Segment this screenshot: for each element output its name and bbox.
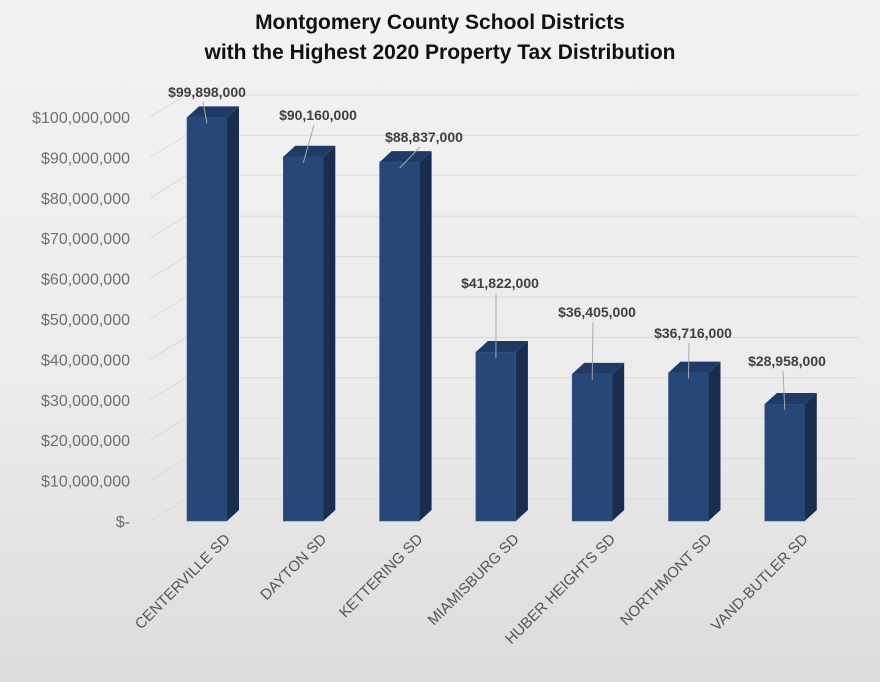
bar-front — [379, 161, 420, 522]
gridline-diagonal — [149, 175, 187, 199]
y-axis-tick-label: $100,000,000 — [32, 110, 130, 127]
bar-front — [186, 117, 228, 522]
y-axis-tick-label: $50,000,000 — [41, 312, 130, 329]
bar-front — [475, 351, 517, 522]
bar-top — [379, 151, 432, 163]
y-axis-tick-label: $20,000,000 — [41, 433, 130, 450]
x-axis-category-label: HUBER HEIGHTS SD — [502, 531, 619, 648]
data-label: $99,898,000 — [168, 84, 246, 100]
y-axis-tick-label: $80,000,000 — [41, 191, 130, 208]
data-label: $41,822,000 — [461, 275, 539, 291]
data-label: $36,716,000 — [654, 325, 732, 341]
y-axis-tick-label: $40,000,000 — [41, 352, 130, 369]
x-axis-category-label: CENTERVILLE SD — [132, 531, 234, 633]
gridline-diagonal — [149, 417, 187, 441]
bar-top — [764, 393, 817, 405]
bar-top — [475, 341, 528, 353]
chart-title-line-1: Montgomery County School Districts — [255, 11, 625, 34]
bar-side — [227, 106, 239, 521]
bar-front — [764, 403, 806, 522]
data-label-leader-line — [782, 370, 786, 411]
y-axis-tick-label: $30,000,000 — [41, 393, 130, 410]
gridline-diagonal — [149, 377, 187, 401]
x-axis-category-label: DAYTON SD — [257, 531, 330, 604]
x-axis-category-label: MIAMISBURG SD — [425, 531, 523, 629]
bar-top — [572, 362, 625, 374]
y-axis-tick-label: $- — [116, 514, 130, 531]
gridline-diagonal — [149, 256, 187, 280]
gridline-diagonal — [149, 215, 187, 239]
x-axis-category-label: KETTERING SD — [336, 531, 427, 622]
gridline-diagonal — [149, 94, 187, 118]
bar-side — [804, 393, 817, 521]
data-label: $36,405,000 — [558, 304, 636, 320]
y-axis-tick-label: $60,000,000 — [41, 272, 130, 289]
data-label-leader-line — [302, 124, 315, 163]
x-axis-category-label: NORTHMONT SD — [617, 531, 715, 629]
gridline-diagonal — [149, 336, 187, 360]
chart-title: Montgomery County School Districts with … — [0, 8, 880, 68]
bar-side — [708, 361, 721, 521]
gridline-diagonal — [149, 498, 187, 522]
bar-side — [419, 151, 432, 522]
data-label-leader-line — [202, 101, 208, 124]
data-label: $28,958,000 — [748, 353, 826, 369]
data-label-leader-line — [591, 321, 594, 380]
data-label: $90,160,000 — [279, 107, 357, 123]
bar-side — [323, 145, 336, 521]
data-label-leader-line — [688, 342, 690, 379]
bar-front — [571, 373, 613, 522]
data-label-leader-line — [399, 146, 421, 169]
bar-front — [282, 156, 324, 522]
bar-front — [668, 372, 709, 522]
x-axis-category-label: VAND-BUTLER SD — [708, 531, 812, 635]
bar-top — [283, 145, 336, 157]
bar-top — [668, 361, 721, 373]
bar-top — [187, 106, 239, 118]
y-axis-tick-label: $90,000,000 — [41, 150, 130, 167]
gridline-diagonal — [149, 134, 187, 158]
data-label: $88,837,000 — [385, 129, 463, 145]
y-axis-tick-label: $70,000,000 — [41, 231, 130, 248]
chart-title-line-2: with the Highest 2020 Property Tax Distr… — [204, 41, 676, 64]
bar-side — [515, 341, 528, 521]
y-axis-tick-label: $10,000,000 — [41, 474, 130, 491]
gridline-diagonal — [149, 296, 187, 320]
bar-side — [612, 362, 625, 521]
gridline-diagonal — [149, 458, 187, 482]
